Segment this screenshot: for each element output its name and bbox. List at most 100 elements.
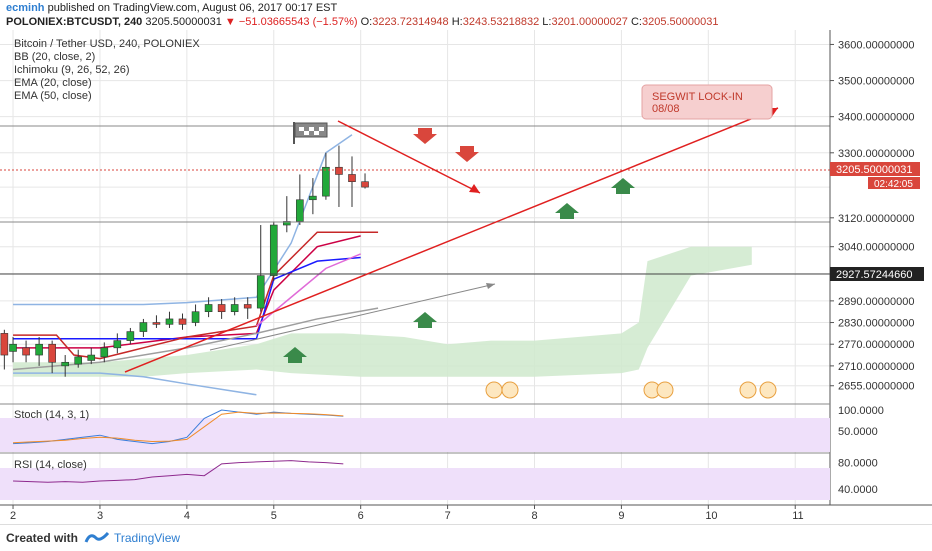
down-arrow-icon: ▼	[224, 16, 236, 28]
candle-body	[204, 304, 213, 313]
last-price: 3205.50000031	[145, 16, 222, 28]
rsi-tick-label: 80.0000	[838, 458, 878, 470]
candle-body	[322, 166, 330, 197]
legend-item: EMA (20, close)	[14, 77, 92, 89]
flag-icon	[293, 122, 328, 144]
trend-line-down[interactable]	[337, 120, 481, 194]
stoch-tick-label: 100.0000	[838, 405, 884, 417]
trend-line-up[interactable]	[124, 107, 779, 373]
close-label: C:	[630, 16, 642, 28]
candle-body	[335, 166, 343, 175]
candles	[0, 145, 369, 377]
x-tick-label: 2	[10, 510, 16, 522]
candle-body	[0, 333, 9, 356]
rsi-pane[interactable]: RSI (14, close) 80.0000 40.0000	[0, 452, 878, 500]
stoch-title: Stoch (14, 3, 1)	[14, 409, 89, 421]
candle-body	[139, 322, 148, 332]
ohlc-line: POLONIEX:BTCUSDT, 240 3205.50000031 ▼ −5…	[6, 16, 718, 28]
last-price-badge: 3205.50000031 02:42:05	[830, 162, 920, 190]
y-tick-label: 2710.00000000	[838, 361, 914, 373]
rsi-band	[0, 468, 830, 500]
time-axis[interactable]: 2 3 4 5 6 7 8 9 10 11	[0, 504, 932, 522]
candle-body	[191, 311, 200, 323]
up-arrow-marker	[283, 347, 307, 363]
chart-header: ecminh published on TradingView.com, Aug…	[0, 0, 932, 30]
y-tick-label: 2830.00000000	[838, 318, 914, 330]
y-tick-label: 3120.00000000	[838, 213, 914, 225]
x-tick-label: 4	[184, 510, 190, 522]
y-tick-label: 2890.00000000	[838, 296, 914, 308]
stoch-d-line	[13, 411, 344, 444]
x-tick-label: 7	[445, 510, 451, 522]
candle-body	[100, 347, 109, 358]
x-tick-label: 8	[532, 510, 538, 522]
annotation-line2: 08/08	[652, 103, 680, 115]
legend-item: Bitcoin / Tether USD, 240, POLONIEX	[14, 38, 200, 50]
candle-body	[35, 343, 43, 356]
created-with: Created with	[6, 531, 79, 545]
author-name[interactable]: ecminh	[6, 2, 45, 14]
footer: Created with TradingView	[0, 524, 932, 551]
candle-body	[61, 361, 69, 367]
symbol-label: POLONIEX:BTCUSDT, 240	[6, 16, 143, 28]
stoch-band	[0, 418, 830, 452]
candle-body	[152, 322, 161, 325]
candle-body	[217, 304, 226, 313]
trend-line-down-arrowhead	[469, 184, 480, 193]
up-arrow-marker	[413, 312, 437, 328]
stoch-tick-label: 50.0000	[838, 426, 878, 438]
candle-body	[361, 181, 369, 188]
candle-body	[126, 331, 135, 341]
event-flag-icon[interactable]	[643, 381, 674, 399]
legend-item: EMA (50, close)	[14, 90, 92, 102]
y-tick-label: 3300.00000000	[838, 148, 914, 160]
x-tick-label: 5	[271, 510, 277, 522]
event-flag-icon[interactable]	[739, 381, 777, 399]
y-tick-label: 2770.00000000	[838, 339, 914, 351]
indicator-line	[12, 307, 379, 371]
candle-body	[296, 199, 304, 222]
level-label: 2927.57244660	[836, 269, 912, 281]
high-label: H:	[451, 16, 463, 28]
event-flag-icon[interactable]	[485, 381, 519, 399]
legend-item: BB (20, close, 2)	[14, 51, 95, 63]
y-tick-label: 3400.00000000	[838, 112, 914, 124]
candle-body	[22, 347, 30, 356]
y-tick-label: 3040.00000000	[838, 242, 914, 254]
x-tick-label: 11	[792, 510, 803, 522]
up-arrow-marker	[555, 203, 579, 219]
low-label: L:	[542, 16, 552, 28]
x-tick-label: 10	[705, 510, 717, 522]
candle-body	[87, 354, 96, 361]
y-tick-label: 2655.00000000	[838, 381, 914, 393]
stoch-pane[interactable]: Stoch (14, 3, 1) 100.0000 50.0000	[0, 403, 884, 452]
y-tick-label: 3600.00000000	[838, 39, 914, 51]
candle-body	[113, 340, 122, 349]
indicator-line	[13, 372, 257, 396]
down-arrow-marker	[413, 128, 437, 144]
tradingview-brand[interactable]: TradingView	[114, 531, 181, 545]
low-value: 3201.00000027	[551, 16, 628, 28]
candle-body	[256, 275, 265, 309]
legend-item: Ichimoku (9, 26, 52, 26)	[14, 64, 130, 76]
segwit-annotation[interactable]: SEGWIT LOCK-IN 08/08	[641, 84, 773, 120]
close-value: 3205.50000031	[641, 16, 719, 28]
candle-body	[243, 304, 252, 309]
rsi-line	[13, 460, 344, 483]
price-chart[interactable]: SEGWIT LOCK-IN 08/08 Bitcoin / Tether US…	[0, 30, 932, 524]
candle-body	[9, 343, 17, 352]
countdown-label: 02:42:05	[874, 179, 913, 190]
candle-body	[230, 304, 239, 313]
price-change: −51.03665543 (−1.57%)	[238, 16, 358, 28]
high-value: 3243.53218832	[462, 16, 540, 28]
rsi-tick-label: 40.0000	[838, 484, 878, 496]
gray-trend-line[interactable]	[209, 283, 496, 351]
gray-trend-arrowhead	[486, 283, 495, 289]
candle-body	[48, 343, 56, 363]
candle-body	[269, 224, 278, 276]
drawings	[0, 107, 830, 399]
tradingview-logo-icon	[84, 531, 110, 543]
x-tick-label: 3	[97, 510, 103, 522]
candle-body	[348, 174, 356, 182]
